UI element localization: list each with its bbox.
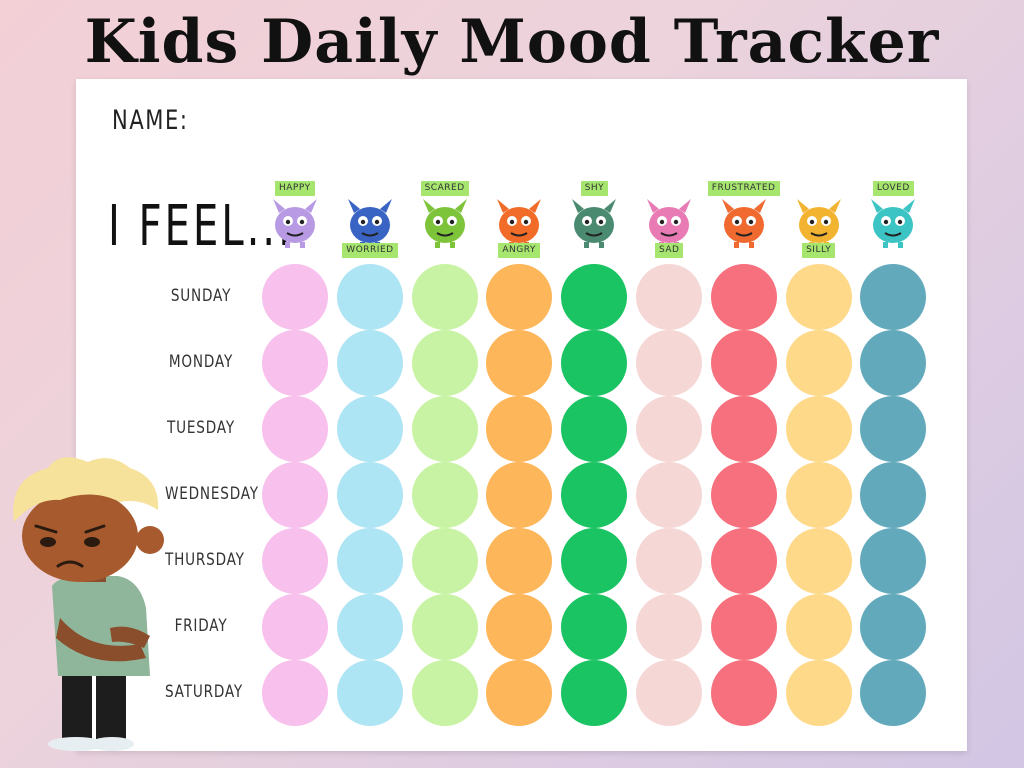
mood-circle-loved-monday[interactable] [860, 330, 927, 396]
mood-circle-sad-friday[interactable] [636, 594, 702, 660]
day-label-sunday: SUNDAY [170, 286, 232, 306]
mood-circle-shy-sunday[interactable] [561, 264, 628, 330]
mood-circle-angry-saturday[interactable] [486, 660, 553, 726]
mood-circle-angry-monday[interactable] [486, 330, 553, 396]
mood-circle-sad-sunday[interactable] [636, 264, 702, 330]
mood-circle-worried-saturday[interactable] [336, 660, 403, 726]
mood-circle-loved-saturday[interactable] [860, 660, 927, 726]
mood-circle-shy-wednesday[interactable] [561, 462, 628, 528]
monster-frustrated-icon [714, 191, 774, 256]
mood-circle-loved-thursday[interactable] [860, 528, 927, 594]
mood-circle-sad-tuesday[interactable] [636, 396, 702, 462]
mood-circle-silly-tuesday[interactable] [785, 396, 852, 462]
mood-circle-worried-tuesday[interactable] [336, 396, 403, 462]
mood-label-loved: LOVED [872, 181, 914, 196]
mood-circle-angry-tuesday[interactable] [486, 396, 553, 462]
kid-illustration [13, 457, 164, 751]
mood-label-sad: SAD [655, 243, 684, 258]
mood-circle-shy-saturday[interactable] [561, 660, 628, 726]
mood-circle-loved-wednesday[interactable] [860, 462, 927, 528]
mood-label-worried: WORRIED [342, 243, 398, 258]
mood-circle-happy-sunday[interactable] [262, 264, 328, 330]
mood-circle-frustrated-monday[interactable] [710, 330, 777, 396]
mood-circle-silly-thursday[interactable] [785, 528, 852, 594]
mood-circle-angry-friday[interactable] [486, 594, 553, 660]
mood-circle-sad-wednesday[interactable] [636, 462, 702, 528]
mood-circle-frustrated-saturday[interactable] [710, 660, 777, 726]
monster-loved-icon [863, 191, 923, 256]
mood-circle-sad-monday[interactable] [636, 330, 702, 396]
mood-label-frustrated: FRUSTRATED [707, 181, 780, 196]
monster-scared-icon [415, 191, 475, 256]
mood-circle-shy-friday[interactable] [561, 594, 628, 660]
mood-circle-scared-monday[interactable] [411, 330, 478, 396]
mood-circle-frustrated-sunday[interactable] [710, 264, 777, 330]
mood-circle-happy-friday[interactable] [262, 594, 328, 660]
mood-circle-happy-wednesday[interactable] [262, 462, 328, 528]
mood-label-happy: HAPPY [275, 181, 315, 196]
mood-label-scared: SCARED [420, 181, 469, 196]
mood-circle-frustrated-wednesday[interactable] [710, 462, 777, 528]
mood-circle-loved-sunday[interactable] [860, 264, 927, 330]
mood-circle-worried-monday[interactable] [336, 330, 403, 396]
mood-circle-worried-thursday[interactable] [336, 528, 403, 594]
mood-circle-worried-wednesday[interactable] [336, 462, 403, 528]
day-label-thursday: THURSDAY [165, 550, 245, 570]
mood-circle-scared-sunday[interactable] [411, 264, 478, 330]
mood-circle-scared-tuesday[interactable] [411, 396, 478, 462]
mood-label-shy: SHY [580, 181, 609, 196]
mood-circle-angry-thursday[interactable] [486, 528, 553, 594]
mood-tracker-sheet: NAME: I FEEL... SUNDAY MONDAY TUESDAY WEDNE… [76, 79, 967, 751]
mood-label-silly: SILLY [802, 243, 836, 258]
mood-circle-frustrated-thursday[interactable] [710, 528, 777, 594]
page-title: Kids Daily Mood Tracker [84, 7, 940, 77]
monster-silly-icon [789, 191, 849, 256]
mood-circle-silly-wednesday[interactable] [785, 462, 852, 528]
mood-circle-scared-friday[interactable] [411, 594, 478, 660]
mood-circle-sad-thursday[interactable] [636, 528, 702, 594]
mood-circle-frustrated-friday[interactable] [710, 594, 777, 660]
mood-circle-loved-tuesday[interactable] [860, 396, 927, 462]
monster-sad-icon [639, 191, 699, 256]
mood-circle-worried-sunday[interactable] [336, 264, 403, 330]
mood-circle-happy-tuesday[interactable] [262, 396, 328, 462]
mood-circle-angry-sunday[interactable] [486, 264, 553, 330]
name-label: NAME: [112, 105, 189, 136]
i-feel-label: I FEEL... [108, 194, 294, 259]
monster-shy-icon [564, 191, 624, 256]
mood-circle-loved-friday[interactable] [860, 594, 927, 660]
mood-circle-sad-saturday[interactable] [636, 660, 702, 726]
mood-circle-scared-saturday[interactable] [411, 660, 478, 726]
day-label-tuesday: TUESDAY [167, 418, 235, 438]
mood-circle-silly-saturday[interactable] [785, 660, 852, 726]
mood-circle-frustrated-tuesday[interactable] [710, 396, 777, 462]
mood-circle-happy-monday[interactable] [262, 330, 328, 396]
mood-circle-shy-thursday[interactable] [561, 528, 628, 594]
day-label-monday: MONDAY [168, 352, 234, 372]
mood-circle-silly-friday[interactable] [785, 594, 852, 660]
monster-happy-icon [265, 191, 325, 256]
mood-circle-silly-sunday[interactable] [785, 264, 852, 330]
day-label-friday: FRIDAY [174, 616, 228, 636]
mood-circle-scared-wednesday[interactable] [411, 462, 478, 528]
mood-circle-worried-friday[interactable] [336, 594, 403, 660]
day-label-saturday: SATURDAY [165, 682, 244, 702]
mood-circle-silly-monday[interactable] [785, 330, 852, 396]
day-label-wednesday: WEDNESDAY [165, 484, 259, 504]
mood-circle-shy-tuesday[interactable] [561, 396, 628, 462]
mood-circle-happy-thursday[interactable] [262, 528, 328, 594]
mood-circle-angry-wednesday[interactable] [486, 462, 553, 528]
mood-circle-shy-monday[interactable] [561, 330, 628, 396]
mood-circle-scared-thursday[interactable] [411, 528, 478, 594]
mood-label-angry: ANGRY [498, 243, 540, 258]
mood-circle-happy-saturday[interactable] [262, 660, 328, 726]
